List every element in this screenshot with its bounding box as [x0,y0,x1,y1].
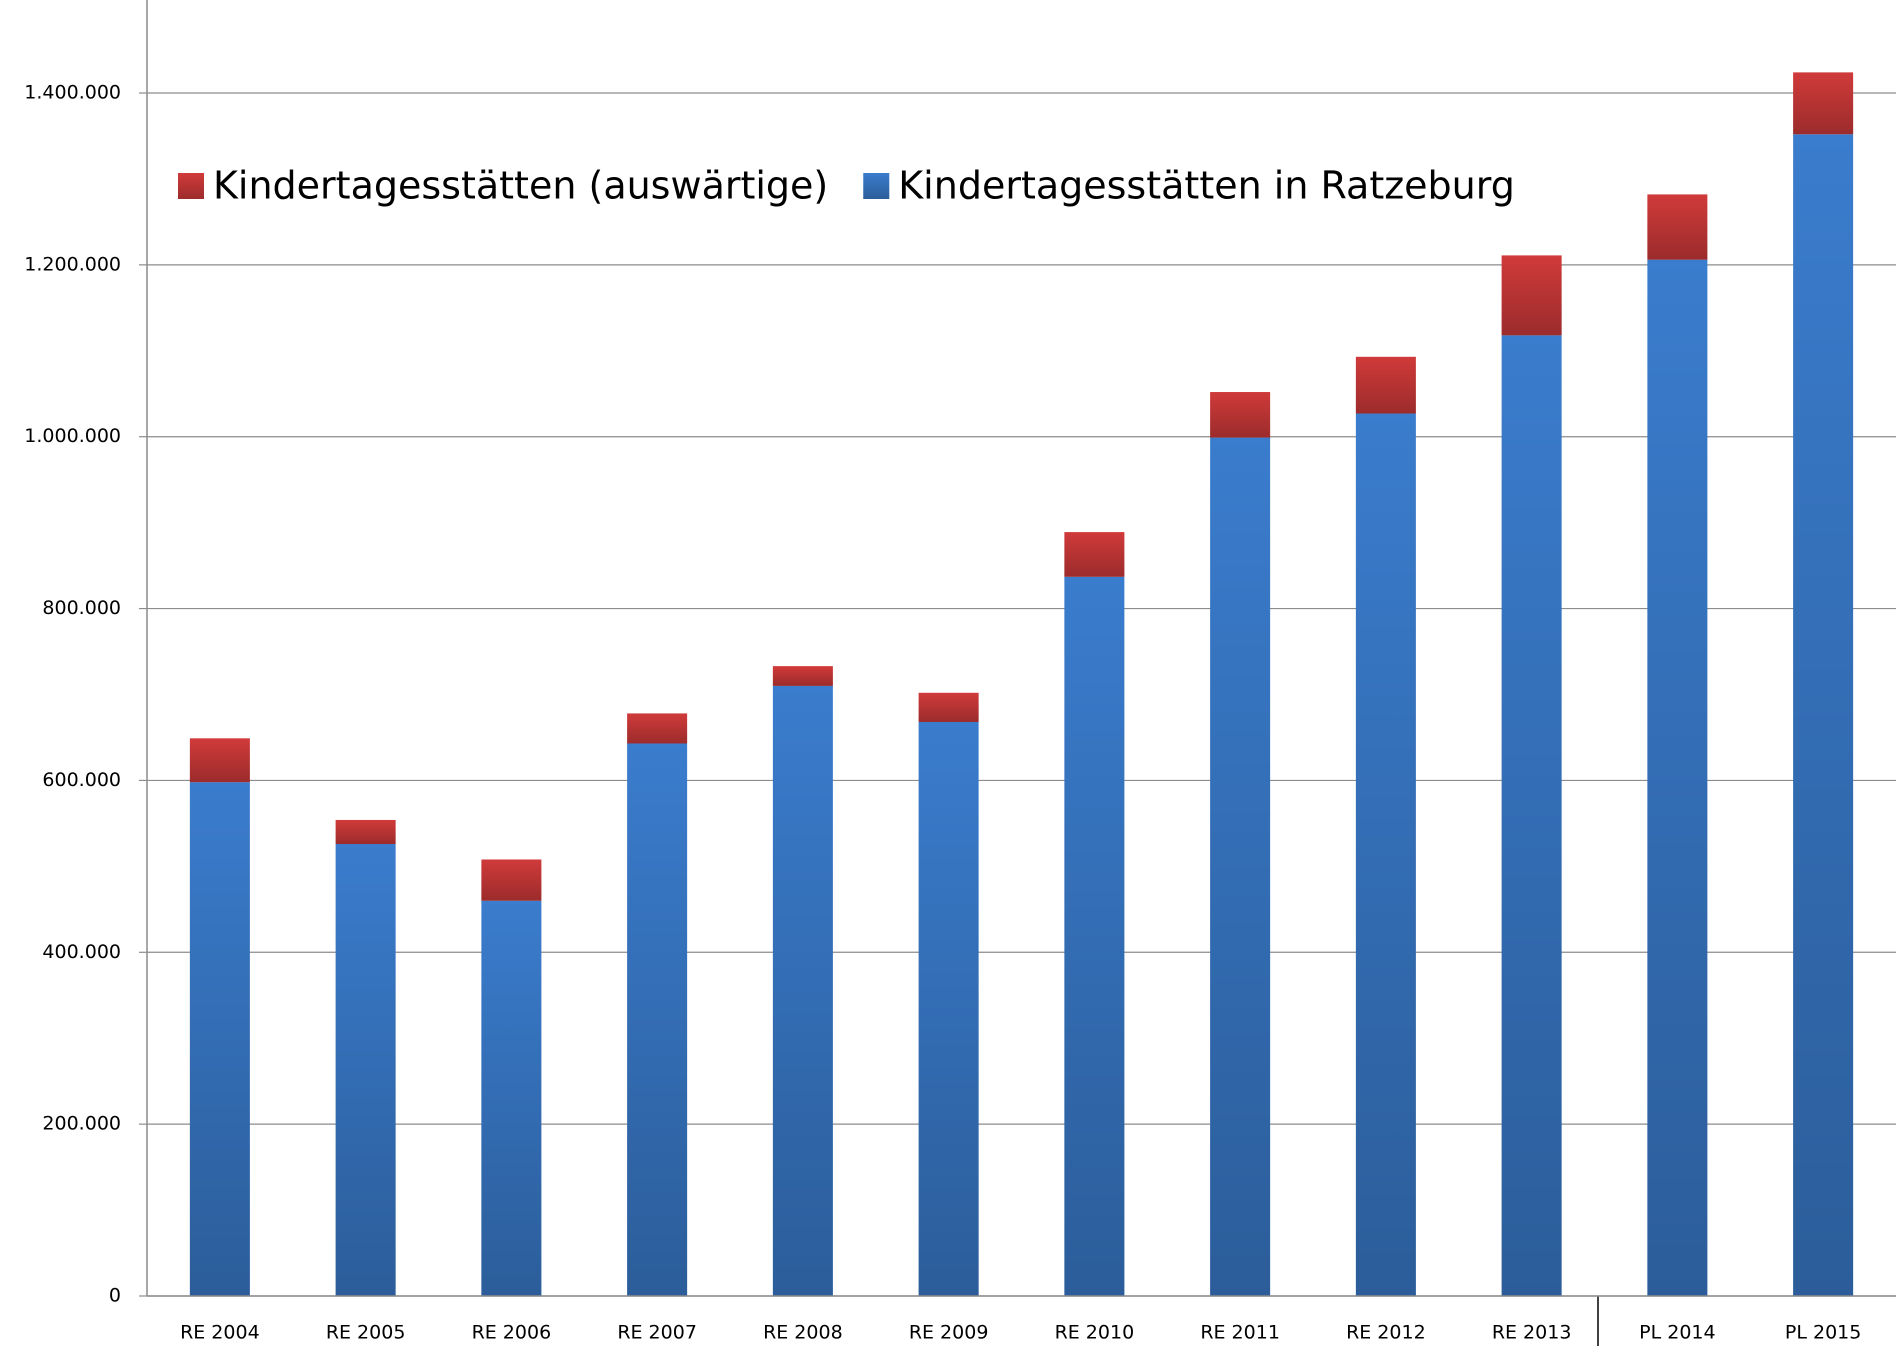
legend-shade [178,173,204,199]
bar-shade [1064,532,1125,577]
legend-shade [863,173,890,199]
legend: Kindertagesstätten (auswärtige) Kindertag… [178,164,1515,208]
bar-shade [1355,356,1416,414]
x-tick-label: RE 2007 [617,1322,697,1344]
bar-shade [481,900,542,1296]
bar-shade [1210,437,1271,1296]
bar-shade [1064,576,1125,1296]
x-tick-label: RE 2009 [909,1322,989,1344]
bar-shade [1793,134,1854,1296]
y-tick-label: 1.200.000 [24,253,121,275]
bar-shade [1647,194,1708,260]
bar-shade [335,844,396,1296]
bar-shade [627,713,688,744]
bar-shade [335,819,396,845]
bar-shade [627,743,688,1296]
bar-shade [1355,413,1416,1297]
bar-shade [189,738,250,783]
x-tick-label: RE 2010 [1055,1322,1135,1344]
bar-shade [918,692,979,722]
y-tick-label: 200.000 [42,1113,121,1135]
x-tick-label: RE 2005 [326,1322,406,1344]
y-tick-label: 1.400.000 [24,82,121,104]
y-tick-label: 800.000 [42,597,121,619]
legend-label: Kindertagesstätten in Ratzeburg [898,164,1515,208]
x-tick-label: PL 2015 [1785,1322,1861,1344]
bar-shade [1501,335,1562,1296]
x-tick-label: RE 2013 [1492,1322,1572,1344]
x-tick-label: RE 2004 [180,1322,260,1344]
bar-shade [1793,72,1854,135]
x-tick-label: RE 2006 [472,1322,552,1344]
bar-shade [772,666,833,686]
x-tick-label: RE 2011 [1200,1322,1280,1344]
x-tick-label: PL 2014 [1639,1322,1715,1344]
y-tick-label: 0 [109,1285,121,1307]
bar-shade [918,721,979,1296]
bar-shade [1210,392,1271,438]
y-tick-label: 1.000.000 [24,425,121,447]
legend-label: Kindertagesstätten (auswärtige) [213,164,828,208]
x-tick-label: RE 2008 [763,1322,843,1344]
bar-shade [1501,255,1562,336]
bar-shade [189,782,250,1296]
x-tick-label: RE 2012 [1346,1322,1426,1344]
y-tick-label: 600.000 [42,769,121,791]
bar-shade [1647,259,1708,1296]
bar-shade [481,859,542,901]
y-tick-label: 400.000 [42,941,121,963]
bar-shade [772,685,833,1296]
